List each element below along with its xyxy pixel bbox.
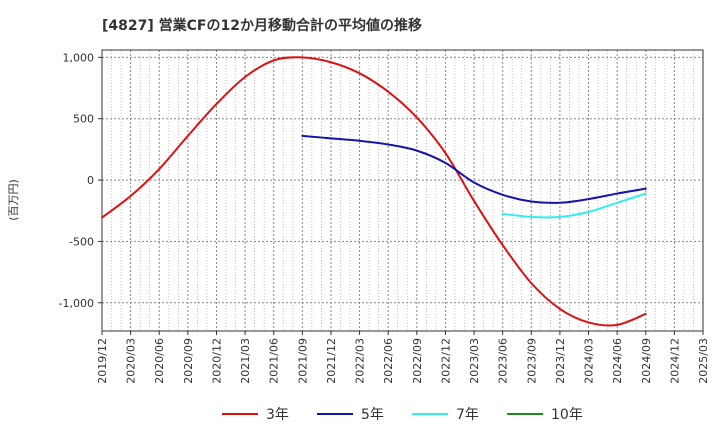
x-tick-label: 2021/06: [268, 338, 281, 384]
legend-label-4: 10年: [551, 407, 583, 423]
y-tick-label: -500: [69, 235, 94, 248]
series-line-1: [101, 56, 647, 327]
x-tick-label: 2024/09: [640, 338, 653, 384]
legend: 3年 5年 7年 10年: [222, 407, 583, 423]
x-tick-label: 2021/12: [325, 338, 338, 384]
x-tick-label: 2020/06: [153, 338, 166, 384]
x-axis: 2019/12 2020/03 2020/06 2020/09 2020/12 2021/…: [96, 331, 710, 384]
legend-label-1: 3年: [266, 407, 289, 423]
y-tick-label: -1,000: [59, 297, 94, 310]
y-tick-label: 1,000: [63, 51, 95, 64]
x-tick-label: 2022/06: [382, 338, 395, 384]
x-tick-label: 2022/03: [354, 338, 367, 384]
x-tick-label: 2023/09: [525, 338, 538, 384]
grid: [102, 50, 703, 331]
y-axis: 1,000 500 0 -500 -1,000: [59, 51, 102, 310]
legend-label-2: 5年: [361, 407, 384, 423]
x-tick-label: 2023/12: [554, 338, 567, 384]
legend-label-3: 7年: [456, 407, 479, 423]
x-tick-label: 2019/12: [96, 338, 109, 384]
plot-area-border: [101, 49, 704, 332]
x-tick-label: 2020/09: [182, 338, 195, 384]
x-tick-label: 2024/12: [668, 338, 681, 384]
series-line-3: [501, 192, 647, 219]
x-tick-label: 2024/03: [583, 338, 596, 384]
x-tick-label: 2025/03: [697, 338, 710, 384]
x-tick-label: 2020/12: [210, 338, 223, 384]
y-axis-label: (百万円): [7, 179, 20, 221]
x-tick-label: 2022/12: [439, 338, 452, 384]
x-tick-label: 2023/03: [468, 338, 481, 384]
x-tick-label: 2023/06: [497, 338, 510, 384]
x-tick-label: 2021/09: [296, 338, 309, 384]
x-tick-label: 2020/03: [125, 338, 138, 384]
y-tick-label: 500: [73, 113, 94, 126]
chart-title: [4827] 営業CFの12か月移動合計の平均値の推移: [102, 17, 422, 34]
series-line-2: [301, 134, 647, 204]
x-tick-label: 2024/06: [611, 338, 624, 384]
series-lines: [101, 56, 647, 327]
x-tick-label: 2021/03: [239, 338, 252, 384]
x-tick-label: 2022/09: [411, 338, 424, 384]
y-tick-label: 0: [87, 174, 94, 187]
